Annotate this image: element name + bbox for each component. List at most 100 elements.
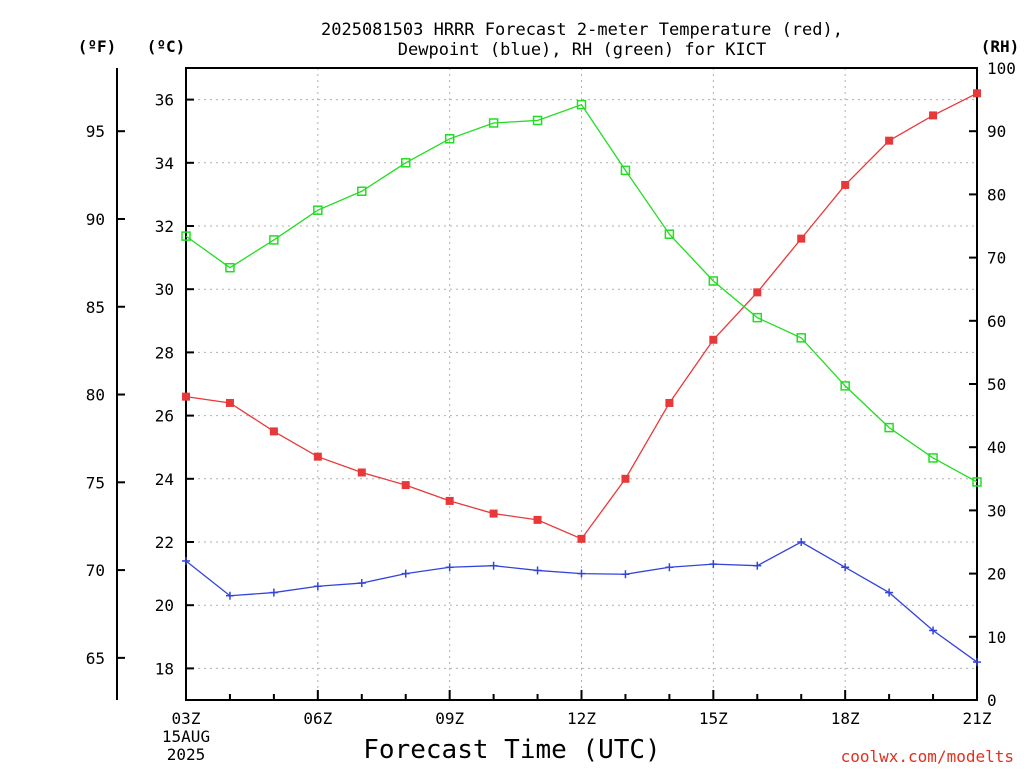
rh-point — [884, 422, 894, 433]
rh-tick-label: 80 — [987, 185, 1006, 204]
2-meter-temperature-point — [753, 288, 762, 297]
celsius-unit-label: (ºC) — [147, 37, 186, 56]
rh-tick-label: 90 — [987, 122, 1006, 141]
dewpoint-point — [621, 570, 630, 579]
dewpoint-point — [533, 566, 542, 575]
2-meter-temperature-point — [709, 335, 718, 344]
2-meter-temperature-line — [185, 92, 978, 540]
rh-point — [181, 231, 191, 241]
fahrenheit-tick-label: 95 — [86, 122, 105, 141]
rh-point — [269, 235, 279, 245]
celsius-tick-label: 22 — [155, 533, 174, 552]
fahrenheit-unit-label: (ºF) — [78, 37, 117, 56]
series-layer — [181, 89, 982, 667]
celsius-tick-label: 30 — [155, 280, 174, 299]
rh-line — [185, 103, 978, 483]
rh-point — [840, 381, 850, 391]
2-meter-temperature-point — [929, 111, 938, 120]
celsius-tick-label: 20 — [155, 596, 174, 615]
dewpoint-point — [709, 560, 718, 569]
chart-title-line-2: Dewpoint (blue), RH (green) for KICT — [398, 40, 766, 60]
rh-point — [972, 477, 982, 487]
dewpoint-point — [401, 569, 410, 578]
2-meter-temperature-point — [401, 481, 410, 490]
dewpoint-point — [665, 563, 674, 572]
celsius-tick-label: 32 — [155, 217, 174, 236]
2-meter-temperature-point — [577, 534, 586, 543]
rh-point — [532, 115, 543, 126]
dewpoint-point — [577, 569, 586, 578]
2-meter-temperature-point — [357, 468, 366, 477]
rh-tick-label: 20 — [987, 565, 1006, 584]
dewpoint-point — [357, 579, 366, 588]
rh-tick-label: 0 — [987, 691, 997, 710]
celsius-tick-label: 18 — [155, 659, 174, 678]
fahrenheit-tick-label: 80 — [86, 386, 105, 405]
x-tick-label: 12Z — [567, 709, 596, 728]
x-tick-label: 03Z — [172, 709, 201, 728]
rh-point — [708, 276, 719, 286]
dewpoint-point — [269, 588, 278, 597]
2-meter-temperature-point — [973, 89, 981, 98]
fahrenheit-tick-label: 85 — [86, 298, 105, 317]
rh-point — [620, 165, 631, 176]
fahrenheit-tick-label: 65 — [86, 649, 105, 668]
dewpoint-point — [753, 561, 762, 570]
dewpoint-point — [973, 658, 981, 667]
rh-point — [400, 158, 411, 168]
credit-text: coolwx.com/modelts — [841, 747, 1014, 766]
2-meter-temperature-point — [313, 452, 322, 461]
rh-point — [357, 186, 367, 196]
2-meter-temperature-point — [489, 509, 498, 518]
dewpoint-point — [313, 582, 322, 591]
rh-unit-label: (RH) — [981, 37, 1020, 56]
x-tick-label: 18Z — [831, 709, 860, 728]
x-tick-label: 15Z — [699, 709, 728, 728]
rh-tick-label: 100 — [987, 59, 1016, 78]
dewpoint-point — [225, 591, 234, 600]
fahrenheit-tick-label: 90 — [86, 210, 105, 229]
celsius-tick-label: 26 — [155, 407, 174, 426]
2-meter-temperature-point — [885, 136, 894, 145]
celsius-tick-label: 28 — [155, 343, 174, 362]
x-tick-label: 21Z — [963, 709, 992, 728]
rh-point — [928, 453, 938, 463]
rh-tick-label: 60 — [987, 312, 1006, 331]
2-meter-temperature-point — [841, 180, 850, 189]
x-axis-label: Forecast Time (UTC) — [363, 735, 660, 765]
2-meter-temperature-point — [533, 515, 542, 524]
celsius-tick-label: 36 — [155, 91, 174, 110]
dewpoint-point — [841, 563, 850, 572]
2-meter-temperature-point — [797, 234, 806, 243]
rh-tick-label: 10 — [987, 628, 1006, 647]
rh-point — [488, 118, 499, 128]
rh-point — [752, 312, 763, 323]
2-meter-temperature-point — [445, 496, 454, 505]
rh-point — [664, 229, 675, 239]
dewpoint-point — [885, 588, 894, 597]
x-tick-label: 06Z — [303, 709, 332, 728]
rh-tick-label: 50 — [987, 375, 1006, 394]
rh-tick-label: 40 — [987, 438, 1006, 457]
2-meter-temperature-point — [269, 427, 278, 436]
rh-point — [576, 99, 587, 110]
date-label-year: 2025 — [167, 745, 206, 764]
rh-tick-label: 30 — [987, 501, 1006, 520]
axes — [116, 67, 978, 701]
rh-point — [444, 134, 455, 144]
dewpoint-point — [929, 626, 938, 635]
dewpoint-point — [182, 556, 190, 565]
celsius-tick-label: 24 — [155, 470, 174, 489]
2-meter-temperature-point — [665, 398, 674, 407]
dewpoint-point — [797, 538, 806, 546]
fahrenheit-tick-label: 70 — [86, 561, 105, 580]
x-tick-label: 09Z — [435, 709, 464, 728]
chart-title-line-1: 2025081503 HRRR Forecast 2-meter Tempera… — [321, 20, 843, 40]
2-meter-temperature-point — [182, 392, 190, 401]
2-meter-temperature-point — [225, 398, 234, 407]
dewpoint-point — [445, 563, 454, 572]
grid — [186, 68, 977, 700]
2-meter-temperature-point — [621, 474, 630, 483]
